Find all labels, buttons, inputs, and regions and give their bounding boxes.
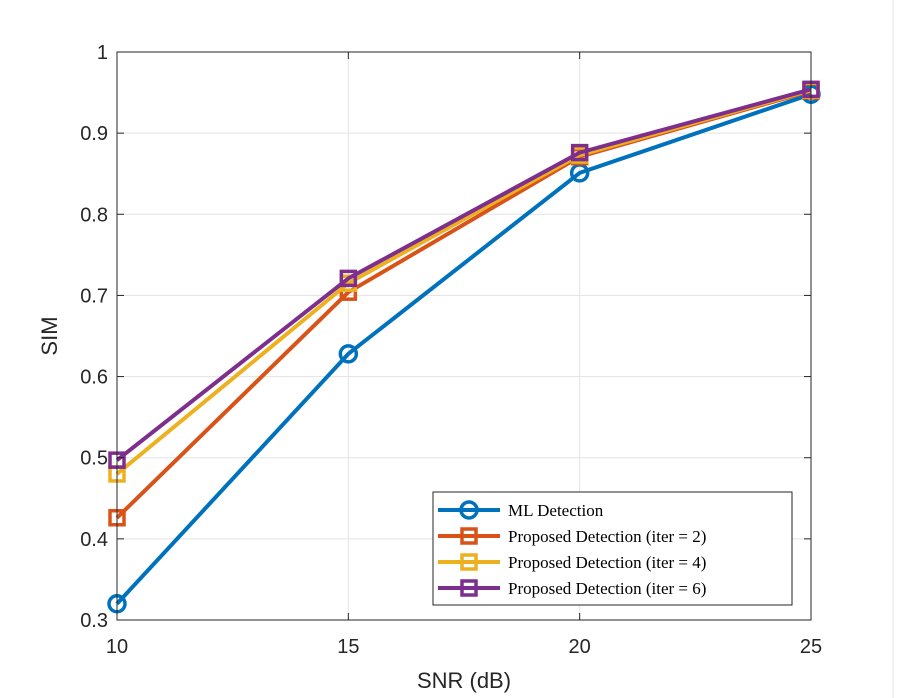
y-tick-label: 0.9: [80, 123, 108, 145]
data-point: [338, 344, 359, 364]
data-point: [570, 143, 589, 162]
y-tick-label: 0.5: [80, 448, 108, 470]
legend-marker: [459, 500, 479, 520]
legend-item: Proposed Detection (iter = 6): [438, 579, 706, 598]
axis-ticks: [116, 51, 812, 621]
y-tick-label: 0.3: [80, 610, 108, 632]
series-line: [115, 87, 812, 462]
plot-frame: [116, 51, 812, 621]
legend-marker: [460, 553, 478, 571]
legend-label: Proposed Detection (iter = 6): [508, 579, 706, 598]
legend-item: Proposed Detection (iter = 4): [438, 553, 706, 572]
y-tick-label: 0.4: [80, 529, 108, 551]
tick-labels: 10 15 20 25 0.3 0.4 0.5 0.6 0.7 0.8 0.9 1: [80, 42, 822, 658]
series-line: [115, 92, 812, 606]
legend-marker: [460, 579, 478, 597]
data-point: [339, 269, 358, 288]
y-tick-label: 0.7: [80, 285, 108, 307]
legend-label: Proposed Detection (iter = 4): [508, 553, 706, 572]
y-tick-label: 0.8: [80, 204, 108, 226]
legend-item: ML Detection: [438, 500, 604, 520]
legend-marker: [460, 527, 478, 545]
legend-label: ML Detection: [508, 501, 604, 520]
x-axis-label: SNR (dB): [417, 668, 511, 693]
x-tick-label: 25: [800, 636, 822, 658]
y-axis-label: SIM: [37, 316, 62, 355]
legend: ML Detection Proposed Detection (iter = 2…: [432, 491, 793, 606]
x-tick-label: 15: [337, 636, 359, 658]
x-tick-label: 20: [569, 636, 591, 658]
x-tick-label: 10: [106, 636, 128, 658]
legend-label: Proposed Detection (iter = 2): [508, 527, 706, 546]
legend-item: Proposed Detection (iter = 2): [438, 527, 706, 546]
y-tick-label: 0.6: [80, 367, 108, 389]
y-tick-label: 1: [97, 42, 108, 64]
